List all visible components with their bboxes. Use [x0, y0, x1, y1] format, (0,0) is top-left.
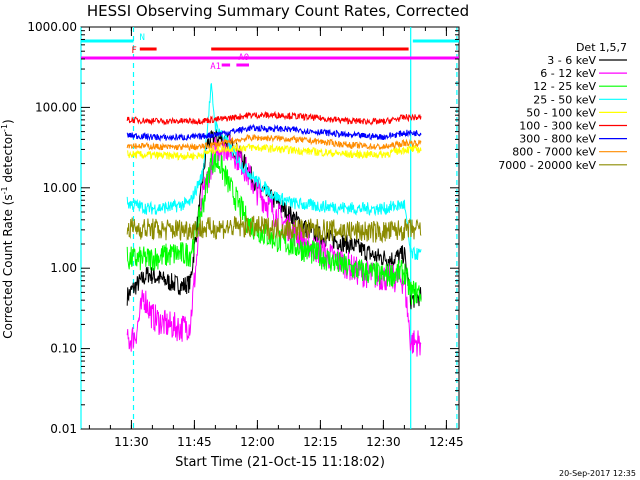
legend-label: 7000 - 20000 keV	[498, 159, 596, 172]
x-tick-label: 11:30	[114, 435, 149, 449]
legend-label: 50 - 100 keV	[526, 106, 596, 119]
x-axis-ticks: 11:30 11:45 12:00 12:15 12:30 12:45	[88, 27, 464, 449]
y-tick-label: 0.10	[50, 342, 77, 356]
y-tick-label: 1000.00	[27, 20, 77, 34]
y-tick-label: 100.00	[35, 100, 77, 114]
series-line	[127, 142, 422, 162]
y-tick-label: 1.00	[50, 261, 77, 275]
state-bar-label: N	[140, 33, 145, 43]
legend-label: 12 - 25 keV	[533, 80, 596, 93]
x-tick-label: 12:45	[429, 435, 464, 449]
x-tick-label: 12:00	[240, 435, 275, 449]
legend-label: 25 - 50 keV	[533, 93, 596, 106]
series-line	[126, 110, 422, 126]
series-line	[126, 83, 422, 261]
series-lines	[126, 83, 422, 357]
legend-label: 800 - 7000 keV	[512, 146, 596, 159]
legend-label: 100 - 300 keV	[519, 120, 596, 133]
legend-title: Det 1,5,7	[576, 41, 627, 54]
footer-date: 20-Sep-2017 12:35	[559, 469, 636, 478]
series-line	[126, 133, 422, 152]
state-bar-label: A0	[238, 53, 249, 63]
x-tick-label: 12:30	[366, 435, 401, 449]
series-line	[126, 123, 422, 142]
y-tick-label: 0.01	[50, 422, 77, 436]
state-bar-label: A1	[210, 62, 221, 72]
legend-label: 3 - 6 keV	[547, 54, 596, 67]
y-axis-ticks: 1000.00 100.00 10.00 1.00 0.10 0.01	[27, 20, 459, 436]
state-bars: NF A1 A0	[81, 33, 459, 72]
series-line	[126, 129, 422, 310]
state-bar-label: F	[131, 46, 136, 56]
y-tick-label: 10.00	[43, 181, 77, 195]
x-axis-label: Start Time (21-Oct-15 11:18:02)	[175, 455, 385, 470]
series-line	[126, 149, 422, 305]
legend-label: 6 - 12 keV	[540, 67, 596, 80]
x-tick-label: 11:45	[177, 435, 212, 449]
x-tick-label: 12:15	[303, 435, 338, 449]
chart-title: HESSI Observing Summary Count Rates, Cor…	[87, 2, 469, 20]
series-line	[126, 135, 422, 357]
y-axis-label: Corrected Count Rate (s-1 detector-1)	[0, 119, 15, 338]
series-line	[126, 215, 422, 244]
legend-label: 300 - 800 keV	[519, 133, 596, 146]
